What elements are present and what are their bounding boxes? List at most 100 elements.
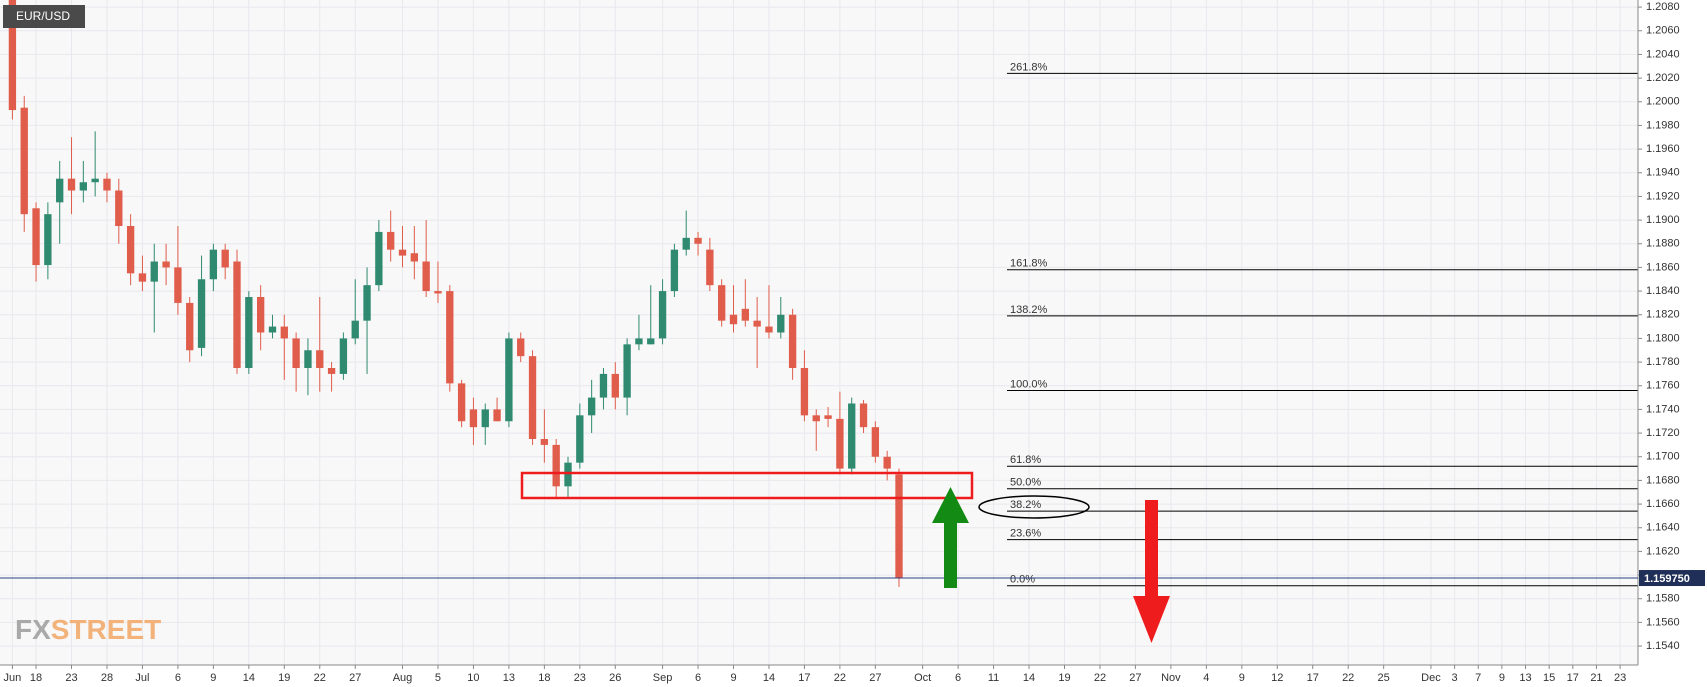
y-tick-label: 1.1580 <box>1646 593 1680 605</box>
candle-body <box>670 249 679 292</box>
y-tick-label: 1.1800 <box>1646 332 1680 344</box>
candle-body <box>599 373 608 398</box>
fib-label: 138.2% <box>1010 304 1048 316</box>
y-tick-label: 1.1900 <box>1646 214 1680 226</box>
x-tick-label: 6 <box>175 672 181 684</box>
y-tick-label: 1.1920 <box>1646 190 1680 202</box>
x-tick-label: 9 <box>210 672 216 684</box>
candle-body <box>327 367 336 374</box>
y-tick-label: 1.1720 <box>1646 427 1680 439</box>
candles <box>8 0 903 587</box>
candle-body <box>186 302 194 351</box>
x-tick-label: Jul <box>135 672 149 684</box>
candle-body <box>32 208 40 266</box>
x-tick-label: 22 <box>1342 672 1354 684</box>
x-tick-label: 12 <box>1271 672 1283 684</box>
candle-body <box>540 438 549 445</box>
y-tick-label: 1.1620 <box>1646 545 1680 557</box>
candle-body <box>209 249 218 280</box>
candle-body <box>883 456 891 469</box>
candle-body <box>718 285 726 321</box>
candle-body <box>694 237 702 244</box>
fib-label: 100.0% <box>1010 378 1048 390</box>
candle-body <box>611 373 619 398</box>
y-tick-label: 1.1860 <box>1646 261 1680 273</box>
y-tick-label: 1.1640 <box>1646 522 1680 534</box>
x-tick-label: 17 <box>1567 672 1579 684</box>
x-tick-label: 15 <box>1543 672 1555 684</box>
x-tick-label: 18 <box>30 672 42 684</box>
symbol-label: EUR/USD <box>16 9 70 23</box>
x-tick-label: 9 <box>730 672 736 684</box>
candle-body <box>56 178 64 203</box>
y-tick-label: 1.2020 <box>1646 72 1680 84</box>
x-tick-label: 22 <box>1094 672 1106 684</box>
candle-body <box>777 314 785 333</box>
y-tick-label: 1.1760 <box>1646 380 1680 392</box>
candle-body <box>316 350 324 368</box>
candle-body <box>387 231 395 250</box>
y-tick-label: 1.1980 <box>1646 119 1680 131</box>
candle-body <box>800 367 809 416</box>
x-tick-label: 14 <box>243 672 255 684</box>
candle-body <box>91 178 99 183</box>
x-tick-label: 14 <box>1023 672 1035 684</box>
candle-body <box>517 338 525 357</box>
candle-body <box>729 314 738 325</box>
x-tick-label: 5 <box>435 672 441 684</box>
candle-body <box>469 409 478 428</box>
x-tick-label: 18 <box>538 672 550 684</box>
x-tick-label: 25 <box>1378 672 1390 684</box>
candle-body <box>848 403 856 469</box>
x-tick-label: 27 <box>349 672 361 684</box>
x-tick-label: 23 <box>1614 672 1626 684</box>
candle-body <box>363 285 371 321</box>
candle-body <box>647 338 655 345</box>
candle-body <box>304 350 312 368</box>
candle-body <box>895 474 903 579</box>
candle-body <box>765 326 773 333</box>
candle-body <box>197 279 206 348</box>
candle-body <box>375 231 383 286</box>
x-tick-label: Oct <box>914 672 931 684</box>
candle-body <box>493 409 501 422</box>
fib-label: 61.8% <box>1010 454 1041 466</box>
candle-body <box>398 249 407 256</box>
candle-body <box>859 403 868 428</box>
watermark-fx: FX <box>15 614 51 645</box>
y-tick-label: 1.1700 <box>1646 451 1680 463</box>
candle-body <box>292 338 300 368</box>
x-tick-label: 11 <box>988 672 999 684</box>
candle-body <box>20 107 28 215</box>
x-tick-label: Sep <box>653 672 673 684</box>
candle-body <box>44 214 52 266</box>
fib-label: 50.0% <box>1010 477 1041 489</box>
candle-body <box>623 344 631 398</box>
candle-body <box>256 297 265 333</box>
candle-body <box>481 409 489 428</box>
candle-body <box>115 190 123 227</box>
x-tick-label: 9 <box>1239 672 1245 684</box>
candle-body <box>162 261 170 268</box>
x-tick-label: 19 <box>1058 672 1070 684</box>
x-tick-label: Nov <box>1161 672 1181 684</box>
watermark: FXSTREET <box>15 614 161 645</box>
candle-body <box>576 415 584 463</box>
x-tick-label: 6 <box>695 672 701 684</box>
fib-levels: 261.8% 161.8% 138.2% 100.0% 61.8% 50.0% 38.2% 2… <box>1007 61 1638 587</box>
candle-body <box>221 249 229 268</box>
candle-body <box>658 291 667 339</box>
candle-body <box>174 267 182 303</box>
y-tick-label: 1.1540 <box>1646 640 1680 652</box>
x-tick-label: Dec <box>1421 672 1441 684</box>
fib-label: 23.6% <box>1010 527 1041 539</box>
y-tick-label: 1.2000 <box>1646 96 1680 108</box>
candle-body <box>753 320 761 327</box>
y-tick-label: 1.2040 <box>1646 48 1680 60</box>
fib-label: 0.0% <box>1010 574 1035 586</box>
candle-body <box>741 308 749 321</box>
y-tick-label: 1.1560 <box>1646 616 1680 628</box>
y-tick-label: 1.1960 <box>1646 143 1680 155</box>
candle-body <box>812 415 820 422</box>
candle-body <box>339 338 348 374</box>
